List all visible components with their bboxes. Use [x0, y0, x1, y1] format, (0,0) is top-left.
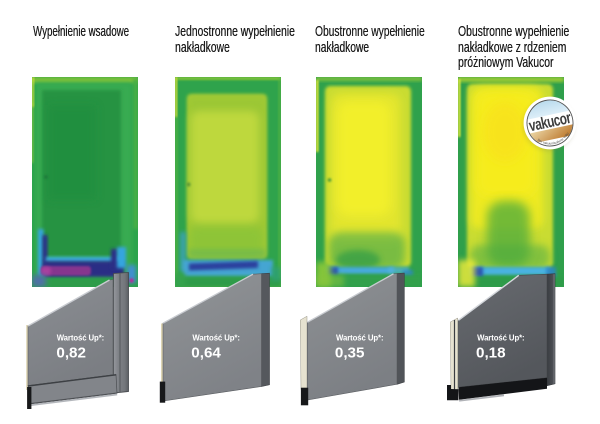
svg-text:0,35: 0,35 — [335, 345, 365, 362]
svg-text:0,18: 0,18 — [476, 345, 506, 362]
svg-text:Wartość Up*:: Wartość Up*: — [192, 333, 239, 342]
svg-text:Wartość Up*:: Wartość Up*: — [57, 333, 104, 342]
svg-text:Wartość Up*:: Wartość Up*: — [336, 333, 383, 342]
svg-text:0,82: 0,82 — [56, 345, 86, 362]
svg-text:0,64: 0,64 — [191, 345, 221, 362]
svg-text:Wartość Up*:: Wartość Up*: — [477, 333, 524, 342]
